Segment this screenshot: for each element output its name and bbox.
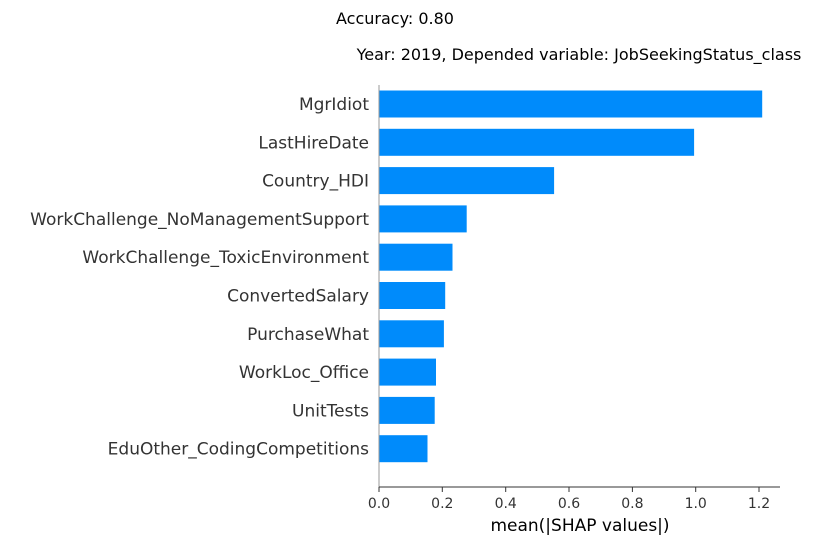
bar: [379, 90, 763, 118]
category-label: MgrIdiot: [299, 95, 369, 115]
category-label: WorkChallenge_ToxicEnvironment: [82, 248, 369, 268]
x-tick-label: 0.8: [621, 496, 643, 512]
x-axis-label: mean(|SHAP values|): [490, 516, 669, 536]
x-tick-label: 1.0: [685, 496, 707, 512]
bar: [379, 167, 555, 195]
category-label: UnitTests: [292, 401, 369, 421]
x-tick-label: 0.6: [558, 496, 580, 512]
bar: [379, 320, 444, 348]
category-label: ConvertedSalary: [227, 287, 369, 307]
bars-group: [379, 90, 763, 463]
chart-title: Year: 2019, Depended variable: JobSeekin…: [356, 45, 802, 65]
category-labels-group: MgrIdiot LastHireDate Country_HDI WorkChall…: [30, 95, 369, 460]
bar: [379, 128, 695, 156]
bar: [379, 358, 436, 386]
x-tick-label: 0.2: [431, 496, 453, 512]
category-label: Country_HDI: [262, 172, 369, 192]
bar: [379, 205, 467, 233]
category-label: PurchaseWhat: [247, 325, 369, 345]
bar: [379, 435, 428, 463]
x-tick-label: 1.2: [748, 496, 770, 512]
x-ticks-group: 0.0 0.2 0.4 0.6 0.8 1.0 1.2: [368, 487, 770, 512]
category-label: EduOther_CodingCompetitions: [108, 440, 369, 460]
x-tick-label: 0.4: [495, 496, 517, 512]
category-label: WorkChallenge_NoManagementSupport: [30, 210, 369, 230]
bar: [379, 282, 446, 309]
category-label: LastHireDate: [258, 133, 369, 153]
bar: [379, 243, 453, 271]
category-label: WorkLoc_Office: [239, 363, 369, 383]
bar: [379, 396, 435, 424]
x-tick-label: 0.0: [368, 496, 390, 512]
chart-suptitle: Accuracy: 0.80: [336, 9, 454, 28]
